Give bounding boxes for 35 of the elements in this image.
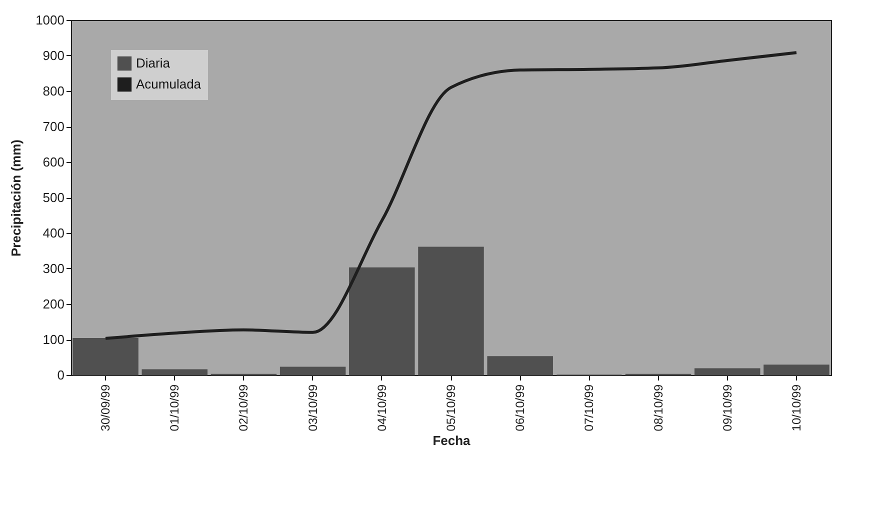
- x-tick-label: 01/10/99: [168, 384, 182, 432]
- x-tick-label: 09/10/99: [720, 384, 734, 432]
- bar: [280, 366, 346, 376]
- bar: [142, 369, 208, 376]
- x-axis-title: Fecha: [432, 433, 472, 448]
- legend-label: Acumulada: [136, 76, 202, 92]
- y-tick-label: 400: [42, 226, 64, 240]
- y-tick-label: 600: [42, 154, 64, 170]
- y-tick-label: 700: [42, 119, 64, 134]
- legend-label: Diaria: [136, 56, 171, 70]
- x-tick-label: 05/10/99: [444, 384, 458, 432]
- y-tick-label: 200: [42, 296, 64, 312]
- y-tick-label: 0: [57, 368, 64, 382]
- y-tick-label: 1000: [36, 12, 64, 28]
- line-series: [104, 51, 798, 340]
- x-tick-label: 03/10/99: [306, 384, 320, 432]
- y-axis-title: Precipitación (mm): [8, 139, 24, 257]
- x-tick-label: 30/09/99: [98, 384, 113, 432]
- bar: [487, 356, 553, 376]
- y-tick-label: 900: [42, 48, 64, 63]
- y-tick-label: 800: [42, 84, 64, 98]
- y-tick-label: 100: [42, 332, 64, 347]
- bar: [72, 338, 138, 376]
- bar: [764, 364, 830, 376]
- x-tick-label: 04/10/99: [374, 384, 389, 432]
- bar: [418, 246, 484, 376]
- x-tick-label: 08/10/99: [651, 384, 666, 432]
- bar: [694, 368, 760, 376]
- x-tick-label: 02/10/99: [236, 384, 251, 432]
- bar: [349, 267, 415, 376]
- x-tick-label: 07/10/99: [582, 384, 596, 432]
- y-tick-label: 300: [42, 261, 64, 276]
- x-tick-label: 06/10/99: [513, 384, 528, 432]
- x-tick-label: 10/10/99: [789, 384, 804, 432]
- y-tick-label: 500: [42, 190, 64, 205]
